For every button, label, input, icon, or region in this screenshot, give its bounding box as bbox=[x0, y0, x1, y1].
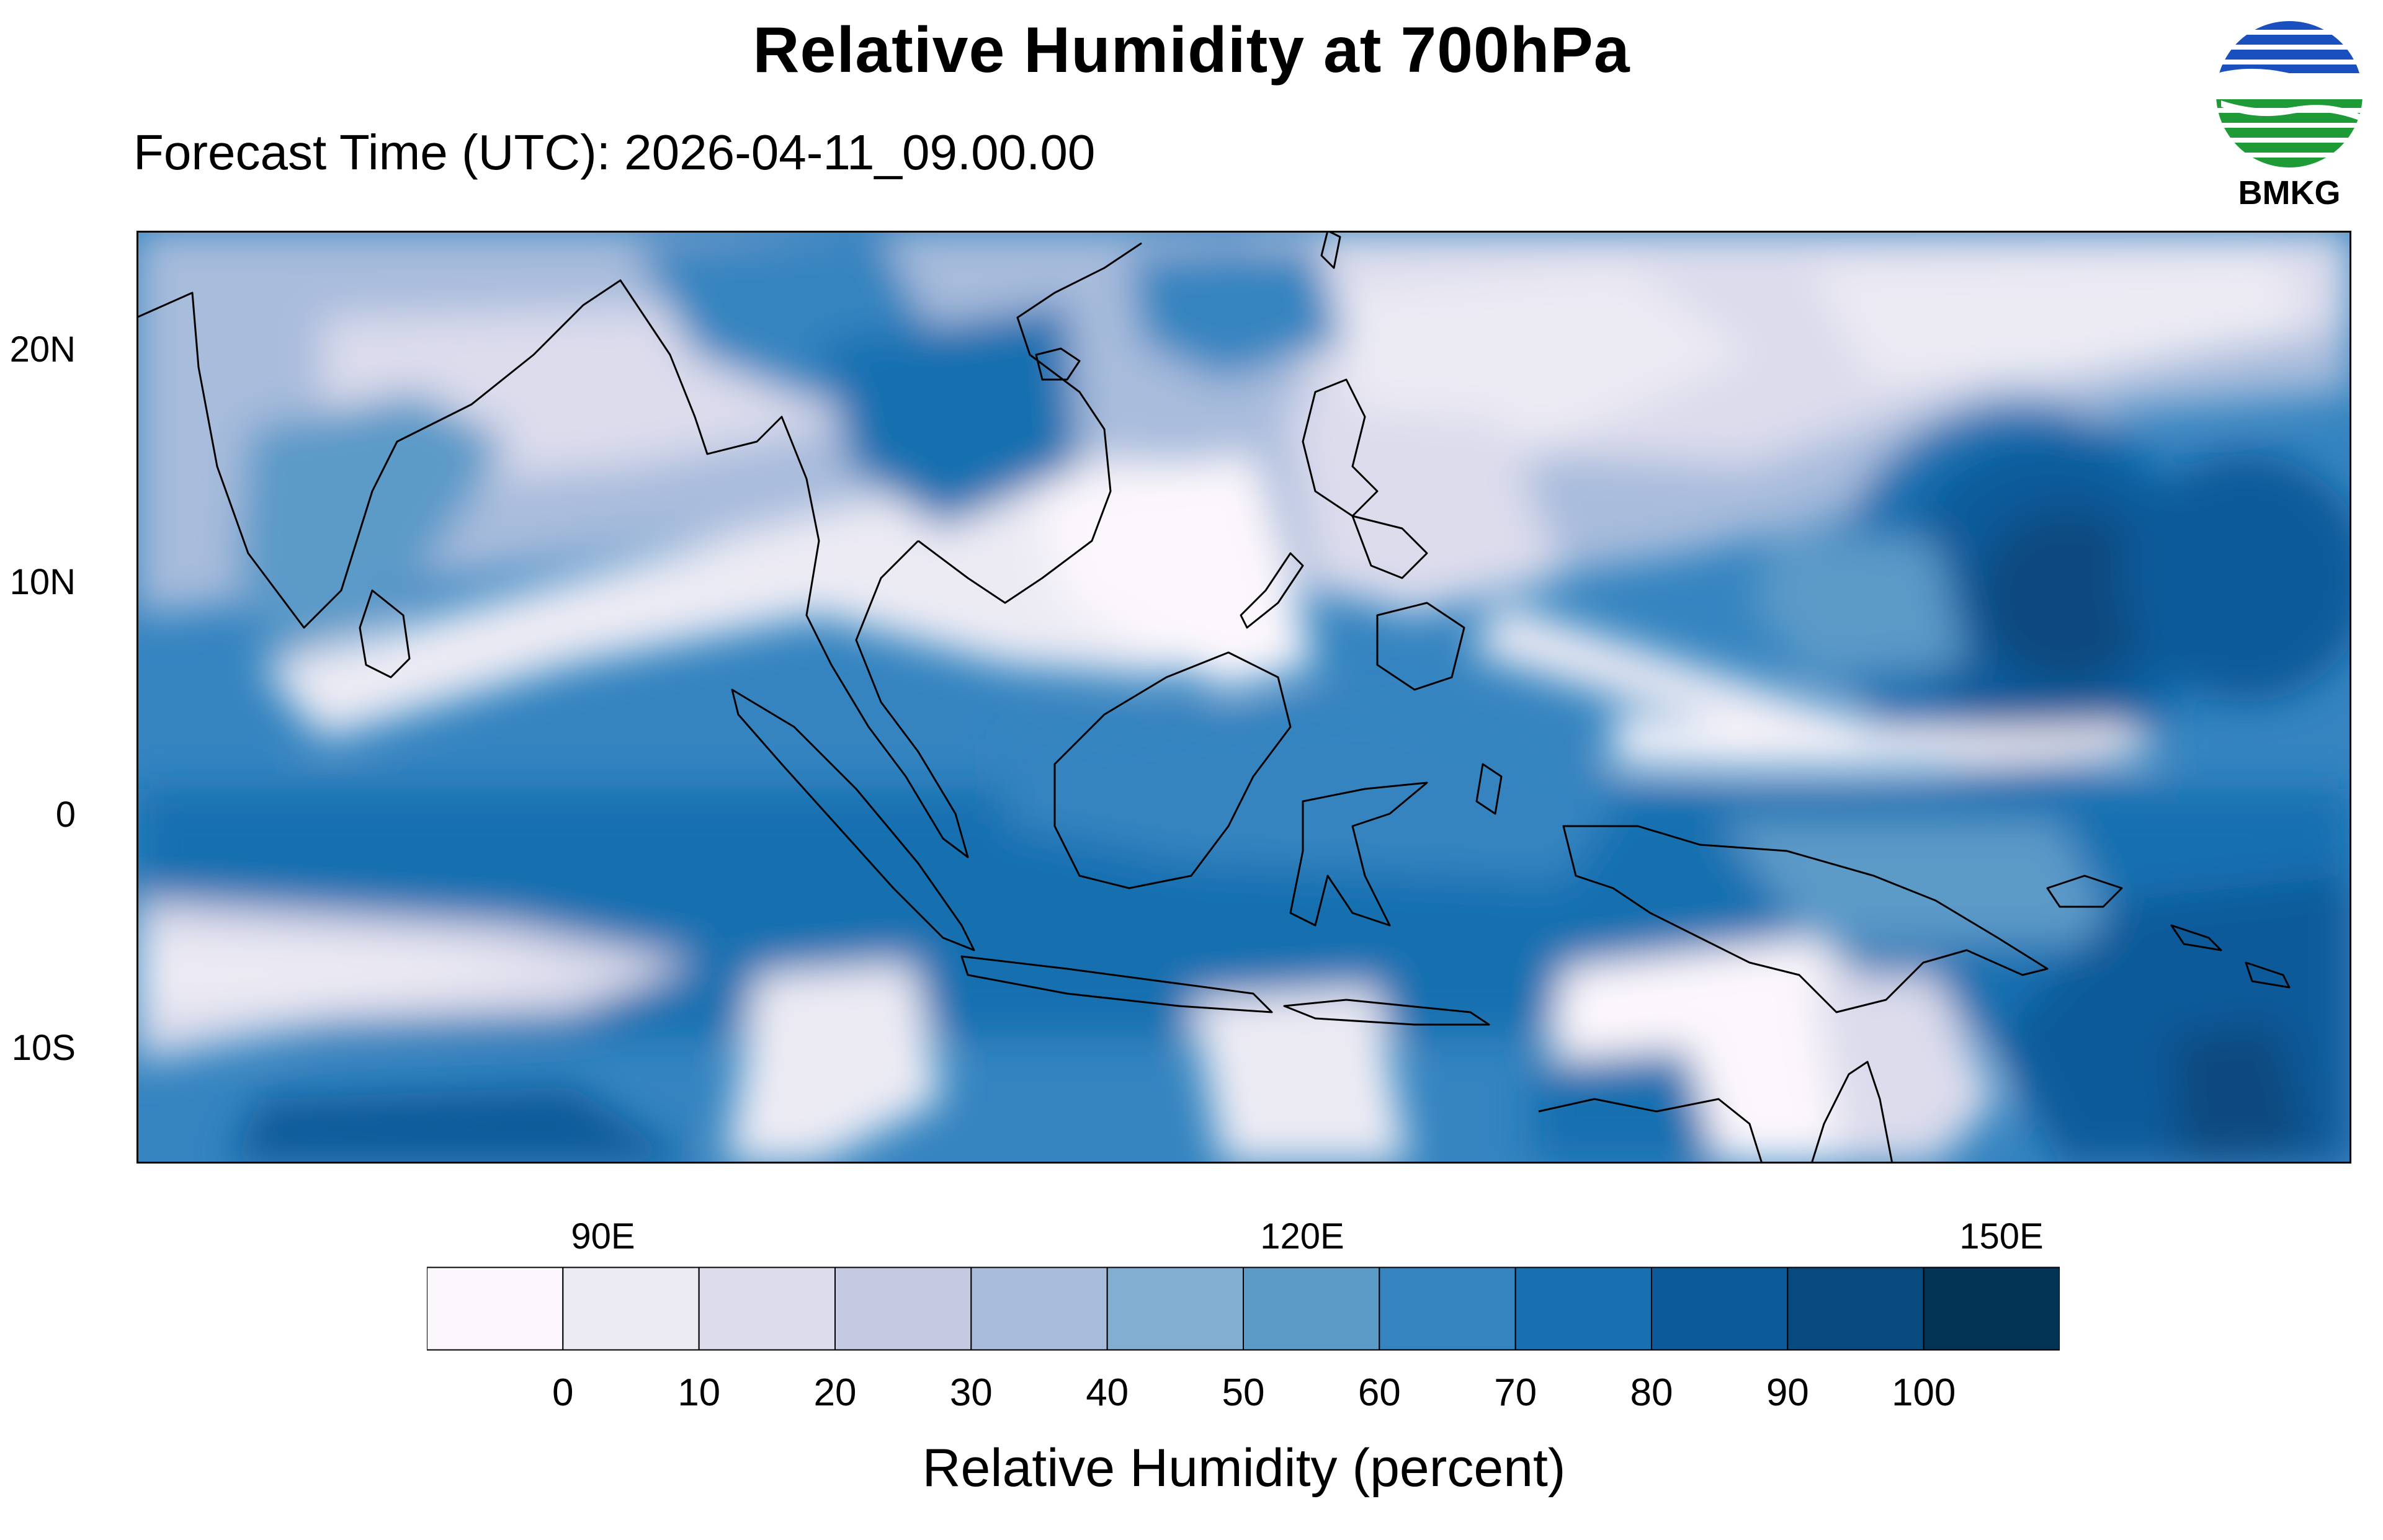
coastline-australia bbox=[1538, 1061, 1893, 1164]
colorbar-tick-label: 10 bbox=[677, 1371, 721, 1414]
coastline-halmahera bbox=[1475, 763, 1503, 815]
colorbar-tick-label: 0 bbox=[552, 1371, 574, 1414]
colorbar-swatch bbox=[427, 1266, 564, 1351]
chart-title: Relative Humidity at 700hPa bbox=[753, 14, 1630, 86]
coastline-new-britain bbox=[2046, 875, 2123, 908]
colorbar-tick-label: 50 bbox=[1222, 1371, 1265, 1414]
map-frame bbox=[136, 231, 2351, 1164]
lon-label-120e: 120E bbox=[1260, 1216, 1344, 1257]
colorbar-tick-label: 20 bbox=[813, 1371, 857, 1414]
coastline-india bbox=[136, 279, 646, 629]
colorbar-swatch bbox=[562, 1266, 700, 1351]
colorbar-swatch bbox=[970, 1266, 1108, 1351]
humidity-map bbox=[136, 231, 2351, 1164]
colorbar-swatch bbox=[1243, 1266, 1380, 1351]
lat-label-20n: 20N bbox=[9, 329, 76, 370]
colorbar-swatch bbox=[698, 1266, 836, 1351]
lat-label-0: 0 bbox=[55, 794, 76, 835]
lat-label-10n: 10N bbox=[9, 562, 76, 602]
coastline-new-guinea bbox=[1562, 825, 2049, 1013]
coastline-sumatra bbox=[731, 688, 975, 951]
colorbar bbox=[427, 1266, 2060, 1351]
colorbar-tick-label: 30 bbox=[949, 1371, 993, 1414]
colorbar-swatch bbox=[1106, 1266, 1245, 1351]
colorbar-title: Relative Humidity (percent) bbox=[922, 1438, 1566, 1498]
colorbar-tick-label: 90 bbox=[1766, 1371, 1809, 1414]
coastline-myanmar bbox=[644, 317, 833, 665]
colorbar-tick-label: 40 bbox=[1086, 1371, 1129, 1414]
colorbar-swatch bbox=[1923, 1266, 2060, 1351]
colorbar-swatch bbox=[1379, 1266, 1516, 1351]
colorbar-swatch bbox=[1787, 1266, 1925, 1351]
coastline-malay-peninsula bbox=[830, 540, 969, 858]
coastline-nusa-tenggara bbox=[1283, 999, 1490, 1026]
lon-label-90e: 90E bbox=[571, 1216, 635, 1257]
colorbar-swatch bbox=[834, 1266, 972, 1351]
lon-label-150e: 150E bbox=[1959, 1216, 2044, 1257]
coastline-solomon bbox=[2170, 924, 2291, 989]
bmkg-logo-icon bbox=[2216, 21, 2363, 167]
colorbar-tick-label: 70 bbox=[1494, 1371, 1537, 1414]
lat-label-10s: 10S bbox=[11, 1028, 76, 1068]
coastline-indochina bbox=[918, 242, 1142, 604]
coastline-sulawesi bbox=[1289, 781, 1428, 927]
coastline-taiwan bbox=[1320, 231, 1341, 269]
bmkg-logo: BMKG bbox=[2209, 14, 2370, 212]
colorbar-tick-label: 80 bbox=[1630, 1371, 1673, 1414]
coastline-visayas bbox=[1351, 515, 1428, 579]
coastline-java bbox=[960, 955, 1273, 1013]
coastlines bbox=[136, 231, 2291, 1164]
coastline-palawan bbox=[1240, 552, 1304, 629]
coastline-hainan bbox=[1035, 347, 1081, 381]
coastline-sri-lanka bbox=[359, 589, 411, 679]
bmkg-logo-text: BMKG bbox=[2238, 174, 2341, 211]
colorbar-swatch bbox=[1514, 1266, 1653, 1351]
coastline-borneo bbox=[1053, 651, 1292, 889]
forecast-time: Forecast Time (UTC): 2026-04-11_09.00.00 bbox=[133, 125, 1096, 180]
colorbar-swatch bbox=[1651, 1266, 1789, 1351]
coastline-luzon bbox=[1302, 378, 1379, 517]
colorbar-tick-label: 100 bbox=[1891, 1371, 1956, 1414]
coastline-mindanao bbox=[1376, 602, 1465, 691]
colorbar-tick-label: 60 bbox=[1357, 1371, 1401, 1414]
